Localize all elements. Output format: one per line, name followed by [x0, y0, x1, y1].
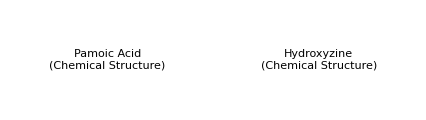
Text: Hydroxyzine
(Chemical Structure): Hydroxyzine (Chemical Structure)	[261, 49, 377, 71]
Text: Pamoic Acid
(Chemical Structure): Pamoic Acid (Chemical Structure)	[49, 49, 165, 71]
